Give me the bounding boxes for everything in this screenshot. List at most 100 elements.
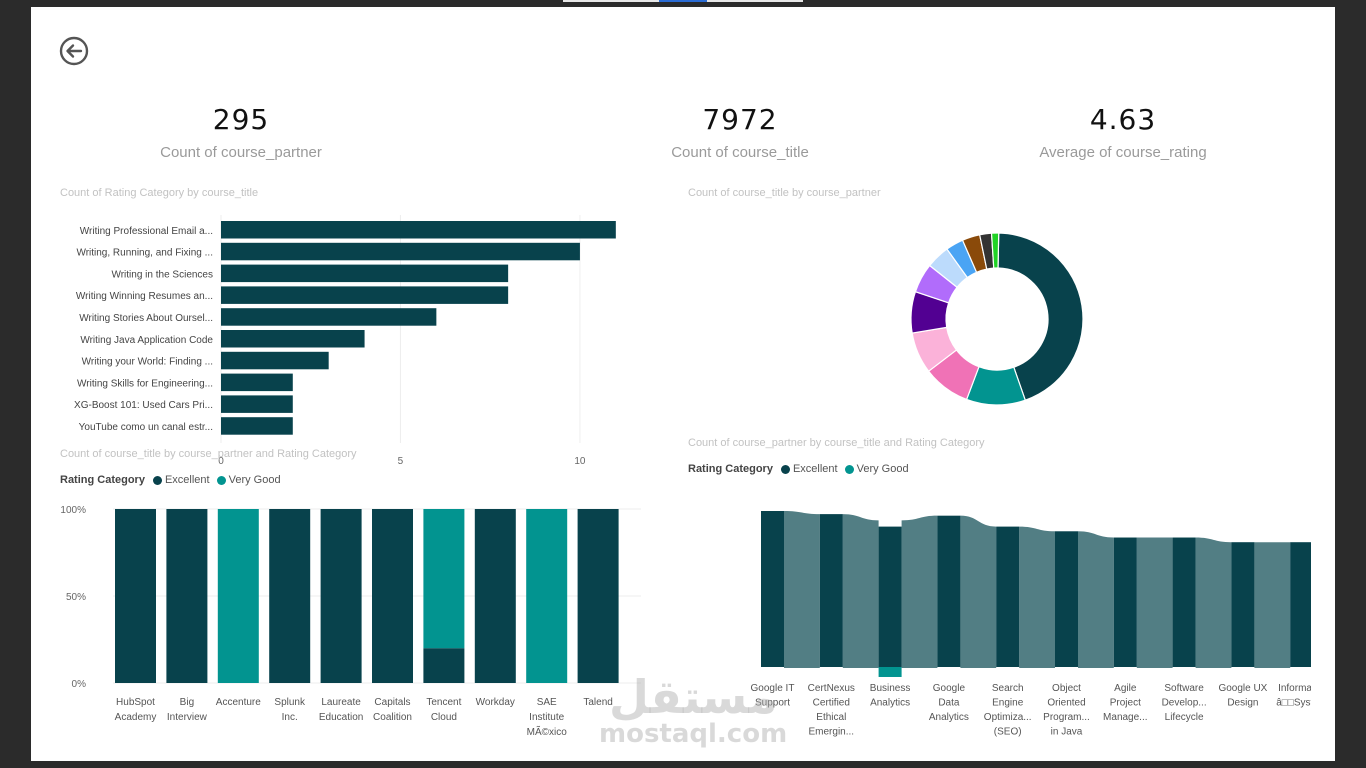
legend-dot-icon xyxy=(844,464,854,474)
stacked-category-label: Splunk Inc. xyxy=(274,697,306,723)
donut-chart-title: Count of course_title by course_partner xyxy=(688,187,881,199)
label-line: Accenture xyxy=(216,697,261,708)
legend-label: Very Good xyxy=(228,474,281,486)
bar-mark xyxy=(221,264,509,283)
kpi-course-partner-card: 295 Count of course_partner xyxy=(121,103,361,161)
label-line: Analytics xyxy=(929,712,969,723)
stacked-y-tick-label: 100% xyxy=(60,505,86,516)
bar-x-tick-label: 10 xyxy=(574,456,586,467)
label-line: Develop... xyxy=(1162,698,1207,709)
bar-category-label: Writing in the Sciences xyxy=(111,269,213,280)
ribbon-category-label: Google IT Support xyxy=(751,683,795,709)
stacked-bar-very-good xyxy=(526,509,568,683)
ribbon-category-label: Google UX Design xyxy=(1218,683,1267,709)
bar-mark xyxy=(221,417,293,435)
label-line: Data xyxy=(938,698,960,709)
stacked-bar-excellent xyxy=(577,509,619,683)
bar-mark xyxy=(221,351,329,370)
title-bar-chart: Writing Professional Email a... Writing, … xyxy=(74,215,616,467)
ribbon-category-label: Business Analytics xyxy=(870,683,911,709)
stacked-category-label: SAE Institute MÃ©xico xyxy=(527,697,568,738)
stacked-bar-very-good xyxy=(423,509,465,649)
stacked-category-label: Accenture xyxy=(216,697,261,708)
bar-category-label: Writing your World: Finding ... xyxy=(82,357,213,368)
ribbon-bar-excellent xyxy=(819,514,843,667)
ribbon-category-label: Informati... â□□Syste... xyxy=(1276,683,1311,709)
ribbon-flow xyxy=(901,515,938,668)
label-line: in Java xyxy=(1051,727,1083,738)
label-line: Talend xyxy=(583,697,612,708)
bar-chart-title: Count of Rating Category by course_title xyxy=(60,187,259,199)
label-line: Google UX xyxy=(1218,683,1267,694)
legend-item-excellent[interactable]: Excellent xyxy=(151,474,210,486)
legend-item-very-good[interactable]: Very Good xyxy=(215,474,281,486)
stacked-bar-excellent xyxy=(320,509,362,683)
ribbon-bar-excellent xyxy=(761,511,784,667)
partner-donut-chart xyxy=(910,232,1084,406)
bar-category-label: Writing Winning Resumes an... xyxy=(76,291,213,302)
legend-dot-icon xyxy=(780,464,790,474)
label-line: Tencent xyxy=(426,697,461,708)
label-line: Institute xyxy=(529,712,564,723)
stacked-y-tick-label: 0% xyxy=(72,679,87,690)
bar-mark xyxy=(221,373,293,392)
label-line: Program... xyxy=(1043,712,1090,723)
ribbon-bar-excellent xyxy=(878,526,902,667)
bar-category-label: YouTube como un canal estr... xyxy=(79,422,213,433)
back-arrow-icon[interactable] xyxy=(59,36,89,66)
legend-title: Rating Category xyxy=(60,474,145,486)
kpi-label: Count of course_title xyxy=(671,144,809,161)
window-tab-strip xyxy=(563,0,659,2)
label-line: Interview xyxy=(167,712,208,723)
label-line: Software xyxy=(1164,683,1204,694)
label-line: Ethical xyxy=(816,712,846,723)
bar-mark xyxy=(221,221,616,239)
stacked-category-label: Capitals Coalition xyxy=(373,697,412,723)
label-line: CertNexus xyxy=(808,683,855,694)
label-line: (SEO) xyxy=(994,727,1022,738)
ribbon-bar-excellent xyxy=(1113,537,1137,667)
legend-item-excellent[interactable]: Excellent xyxy=(779,463,838,475)
legend-dot-icon xyxy=(216,475,226,485)
bar-category-label: Writing Skills for Engineering... xyxy=(77,378,213,389)
label-line: Optimiza... xyxy=(984,712,1032,723)
legend-title: Rating Category xyxy=(688,463,773,475)
stacked-category-label: Laureate Education xyxy=(319,697,363,723)
label-line: Google xyxy=(933,683,966,694)
stacked-chart-title: Count of course_title by course_partner … xyxy=(60,448,357,460)
kpi-course-title-card: 7972 Count of course_title xyxy=(620,103,860,161)
legend-label: Very Good xyxy=(856,463,909,475)
stacked-bar-very-good xyxy=(217,509,259,683)
bar-mark xyxy=(221,242,580,261)
label-line: Support xyxy=(755,698,790,709)
ribbon-bar-excellent xyxy=(996,526,1020,667)
bar-category-label: XG-Boost 101: Used Cars Pri... xyxy=(74,400,213,411)
bar-mark xyxy=(221,330,365,348)
label-line: Engine xyxy=(992,698,1024,709)
stacked-category-label: Big Interview xyxy=(167,697,208,723)
bar-category-label: Writing, Running, and Fixing ... xyxy=(76,248,213,259)
label-line: Emergin... xyxy=(809,727,855,738)
ribbon-category-label: Google Data Analytics xyxy=(929,683,969,723)
bar-category-label: Writing Stories About Oursel... xyxy=(79,313,213,324)
legend-item-very-good[interactable]: Very Good xyxy=(843,463,909,475)
label-line: Certified xyxy=(813,698,850,709)
label-line: Manage... xyxy=(1103,712,1147,723)
ribbon-bar-very-good xyxy=(878,667,902,677)
label-line: Inc. xyxy=(282,712,298,723)
bar-category-label: Writing Professional Email a... xyxy=(80,226,213,237)
title-ribbon-chart: Google IT Support CertNexus Certified Ethica… xyxy=(751,511,1311,738)
label-line: Capitals xyxy=(374,697,410,708)
ribbon-flow xyxy=(1254,542,1291,668)
label-line: MÃ©xico xyxy=(527,725,568,738)
kpi-value: 295 xyxy=(212,103,270,136)
label-line: Google IT xyxy=(751,683,795,694)
label-line: Oriented xyxy=(1047,698,1085,709)
donut-slice xyxy=(990,232,1000,269)
bar-x-tick-label: 0 xyxy=(218,456,224,467)
ribbon-category-label: Software Develop... Lifecycle xyxy=(1162,683,1207,723)
ribbon-bar-excellent xyxy=(1172,537,1196,667)
ribbon-bar-excellent xyxy=(1290,542,1311,667)
ribbon-category-label: Object Oriented Program... in Java xyxy=(1043,683,1090,738)
legend-label: Excellent xyxy=(792,463,838,475)
